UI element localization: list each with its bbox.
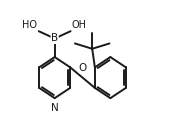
Text: O: O — [78, 63, 87, 73]
Text: B: B — [51, 34, 58, 44]
Text: OH: OH — [72, 20, 87, 30]
Text: HO: HO — [22, 20, 37, 30]
Text: N: N — [51, 103, 58, 113]
